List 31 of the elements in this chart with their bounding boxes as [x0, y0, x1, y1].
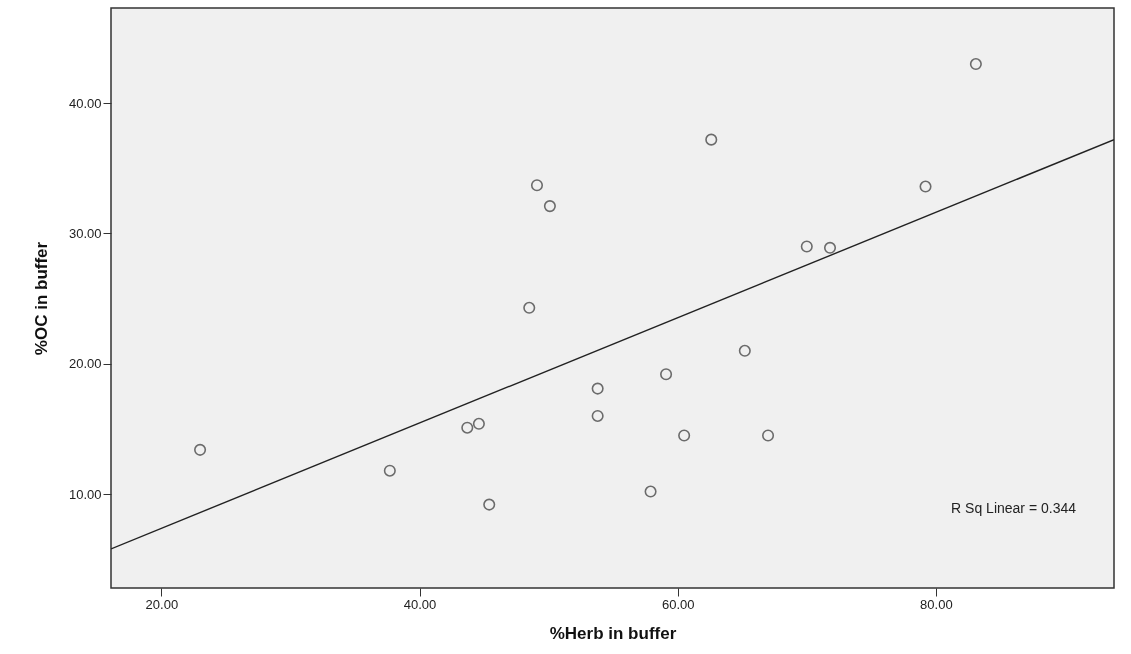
x-tick-label: 20.00 — [145, 596, 179, 612]
point — [530, 179, 544, 192]
annotation: R Sq Linear = 0.344 — [951, 500, 1077, 516]
point — [483, 498, 496, 511]
y-tick-label: 30.00 — [68, 225, 102, 241]
point — [738, 344, 751, 357]
point — [591, 382, 604, 395]
point — [591, 409, 604, 422]
point — [660, 368, 673, 381]
point — [461, 421, 474, 434]
point — [543, 200, 556, 213]
y-tick-label: 10.00 — [68, 486, 102, 502]
point — [383, 464, 396, 477]
point — [762, 429, 775, 442]
y-tick-label: 40.00 — [68, 95, 102, 111]
point — [705, 133, 718, 146]
point — [800, 240, 813, 253]
point — [969, 58, 982, 71]
x-tick-label: 80.00 — [920, 596, 953, 612]
point — [523, 301, 536, 314]
x-axis-title: %Herb in buffer — [549, 623, 677, 643]
point — [678, 429, 691, 442]
y-axis-title: %OC in buffer — [31, 241, 51, 356]
point — [919, 180, 932, 193]
x-tick-label: 40.00 — [403, 596, 437, 612]
point — [194, 443, 207, 456]
point — [644, 485, 657, 498]
point — [472, 417, 485, 430]
point — [823, 241, 837, 254]
y-tick-label: 20.00 — [68, 356, 102, 372]
x-tick-label: 60.00 — [661, 596, 695, 612]
